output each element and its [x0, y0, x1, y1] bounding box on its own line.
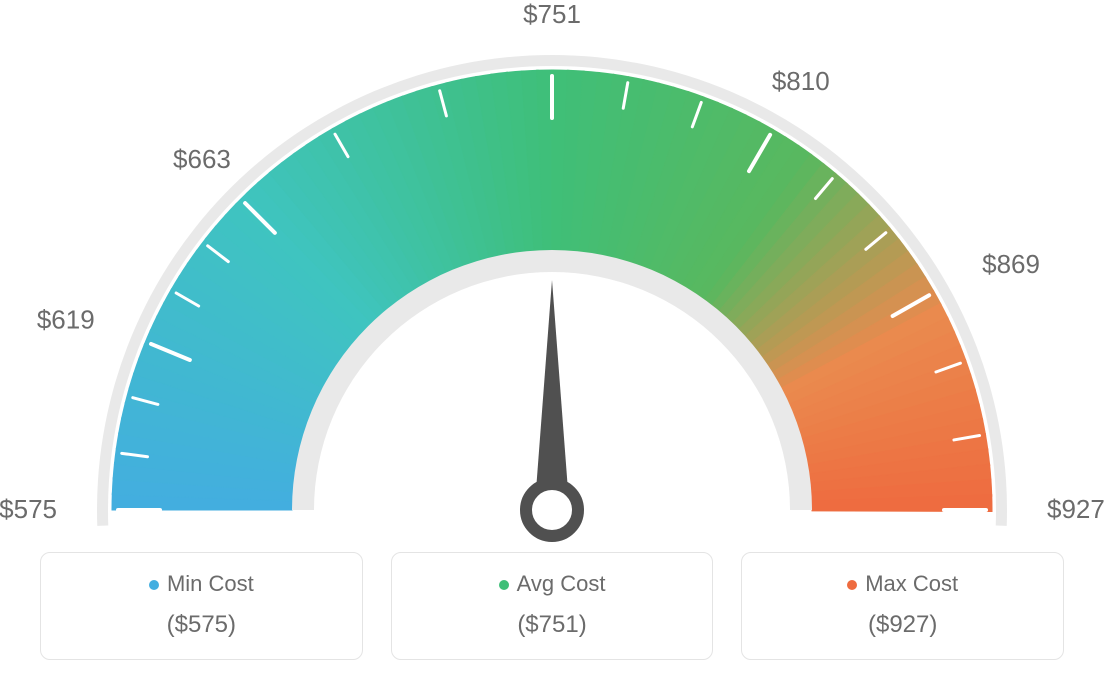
gauge-tick-label: $810	[772, 66, 830, 96]
legend-value: ($751)	[402, 611, 703, 639]
legend-dot-icon	[847, 580, 857, 590]
legend-dot-icon	[149, 580, 159, 590]
legend-title: Avg Cost	[402, 571, 703, 597]
legend-title: Min Cost	[51, 571, 352, 597]
legend-value: ($575)	[51, 611, 352, 639]
legend-card: Max Cost ($927)	[741, 552, 1064, 660]
gauge-tick-label: $575	[0, 494, 57, 524]
gauge-tick-label: $663	[173, 144, 231, 174]
gauge: $575 $619 $663 $751 $810 $869 $927	[0, 0, 1104, 560]
gauge-svg: $575 $619 $663 $751 $810 $869 $927	[0, 0, 1104, 560]
legend-title-text: Max Cost	[865, 571, 958, 596]
legend: Min Cost ($575) Avg Cost ($751) Max Cost ($92…	[40, 552, 1064, 660]
chart-container: $575 $619 $663 $751 $810 $869 $927 Min Cost ($5…	[0, 0, 1104, 690]
gauge-tick-label: $927	[1047, 494, 1104, 524]
legend-title-text: Avg Cost	[517, 571, 606, 596]
legend-card: Avg Cost ($751)	[391, 552, 714, 660]
legend-title-text: Min Cost	[167, 571, 254, 596]
legend-title: Max Cost	[752, 571, 1053, 597]
legend-dot-icon	[499, 580, 509, 590]
gauge-needle-hub	[526, 484, 578, 536]
legend-card: Min Cost ($575)	[40, 552, 363, 660]
gauge-tick-label: $751	[523, 0, 581, 29]
gauge-tick-label: $619	[37, 305, 95, 335]
gauge-tick-label: $869	[982, 249, 1040, 279]
legend-value: ($927)	[752, 611, 1053, 639]
